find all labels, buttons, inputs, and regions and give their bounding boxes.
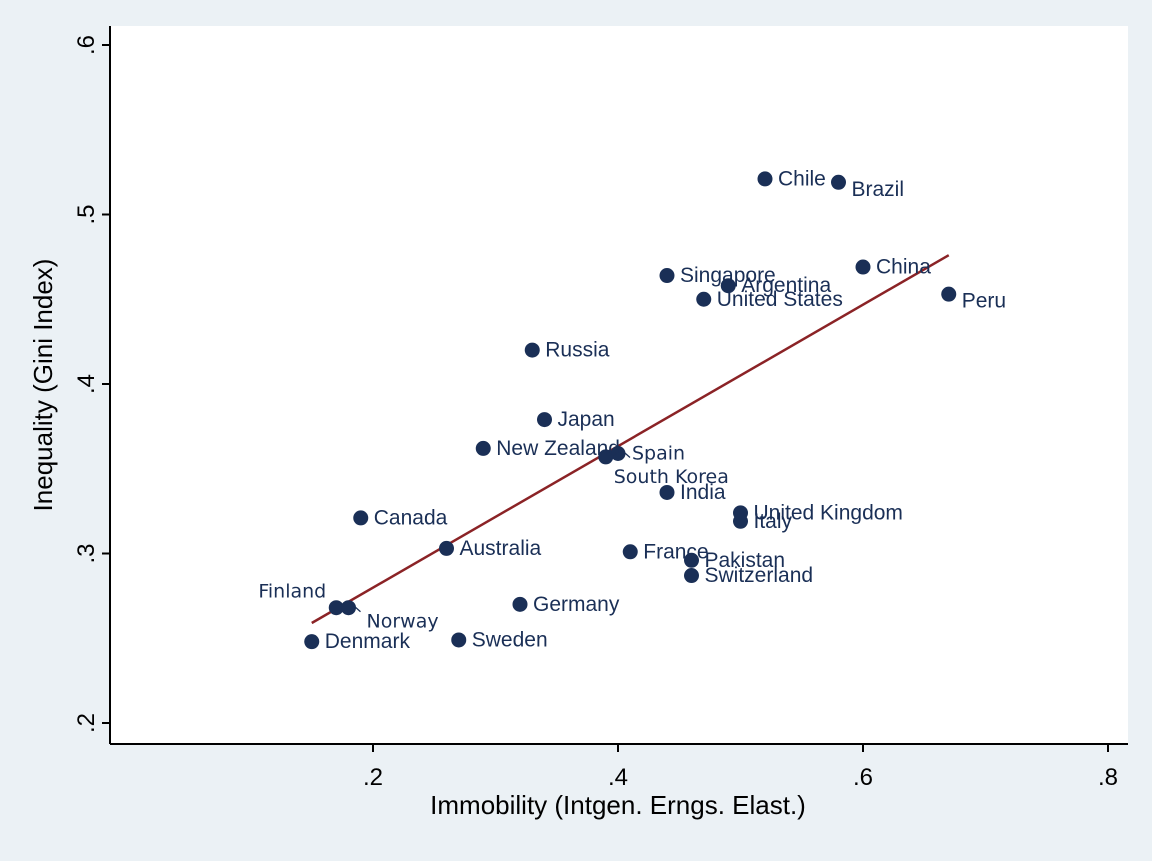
fit-line-group [311, 254, 950, 625]
point-labels: Chile BrazilChinaPeruSingaporeArgentinaUn… [258, 167, 1006, 653]
label-new-zealand: New Zealand [496, 437, 620, 460]
label-china: China [876, 256, 931, 279]
point-china [855, 259, 871, 275]
label-finland: Finland [258, 581, 326, 603]
point-new-zealand [475, 440, 491, 456]
label-sweden: Sweden [472, 628, 548, 651]
label-canada: Canada [374, 506, 448, 529]
label-russia: Russia [545, 339, 610, 362]
point-singapore [659, 268, 675, 284]
label-chile: Chile [778, 167, 826, 190]
y-axis-title: Inequality (Gini Index) [28, 259, 58, 512]
y-tick-label: .3 [73, 543, 100, 563]
label-denmark: Denmark [325, 630, 411, 653]
axis-ticks: .2 .4 .6 .8 .2 .3 .4 .5 .6 [73, 35, 1118, 791]
label-italy: Italy [754, 510, 793, 533]
label-france: France [643, 540, 708, 563]
y-tick-label: .4 [73, 374, 100, 394]
label-spain: Spain [632, 442, 685, 464]
label-singapore: Singapore [680, 264, 776, 287]
point-italy [733, 513, 748, 529]
label-argentina: Argentina [741, 274, 831, 297]
point-switzerland [684, 568, 699, 584]
label-connector [351, 603, 361, 613]
label-pakistan: Pakistan [705, 549, 786, 572]
label-united-states: United States [717, 288, 843, 311]
point-south-korea [598, 449, 614, 465]
point-denmark [304, 634, 320, 650]
label-germany: Germany [533, 593, 620, 616]
x-tick-label: .2 [363, 764, 383, 791]
label-india: India [680, 481, 726, 504]
point-norway [341, 600, 356, 616]
data-points [304, 171, 957, 650]
point-brazil [831, 174, 846, 190]
x-axis-title: Immobility (Intgen. Erngs. Elast.) [430, 790, 806, 820]
point-finland [328, 600, 344, 616]
point-chile [757, 171, 773, 187]
label-peru: Peru [962, 290, 1006, 313]
point-united-states [696, 291, 712, 307]
label-norway: Norway [367, 611, 439, 633]
label-switzerland: Switzerland [705, 564, 814, 587]
y-tick-label: .6 [73, 35, 100, 55]
point-germany [512, 596, 528, 612]
point-australia [439, 540, 454, 556]
plot-area [110, 26, 1128, 744]
point-russia [524, 342, 540, 358]
point-canada [353, 510, 369, 526]
y-tick-label: .2 [73, 713, 100, 733]
point-argentina [720, 278, 736, 294]
x-tick-label: .8 [1098, 764, 1118, 791]
label-south-korea: South Korea [614, 466, 729, 488]
point-france [622, 544, 638, 560]
label-united-kingdom: United Kingdom [754, 501, 903, 524]
point-japan [537, 412, 552, 428]
x-tick-label: .6 [853, 764, 873, 791]
point-india [659, 484, 675, 500]
label-connector [620, 449, 631, 458]
point-peru [941, 286, 957, 302]
label-brazil: Brazil [852, 178, 905, 201]
label-australia: Australia [460, 537, 542, 560]
y-tick-label: .5 [73, 204, 100, 224]
label-japan: Japan [558, 408, 615, 431]
fit-line [311, 254, 950, 625]
point-pakistan [684, 552, 699, 568]
x-tick-label: .4 [608, 764, 628, 791]
point-sweden [451, 632, 467, 648]
